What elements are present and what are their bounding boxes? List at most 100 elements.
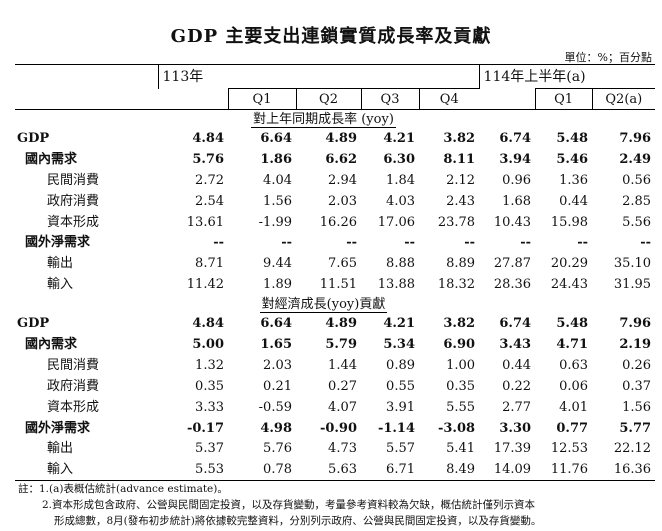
table-cell: 22.12 [613, 441, 652, 457]
table-cell: 1.56 [622, 399, 652, 415]
table-cell: 17.06 [377, 214, 415, 230]
table-row: 政府消費 2.54 1.56 2.03 4.03 2.43 1.68 0.44 2.85 [15, 191, 655, 212]
table-cell: 2.77 [502, 399, 532, 415]
table-cell: 5.79 [325, 336, 357, 352]
table-cell: 4.89 [325, 130, 357, 146]
footnote-2: 2.資本形成包含政府、公營與民間固定投資，以及存貨變動，考量參考資料較為欠缺，概… [42, 499, 536, 511]
table-cell: 7.65 [328, 256, 357, 272]
table-cell: 4.07 [328, 399, 357, 415]
table-row: 國外淨需求 -0.17 4.98 -0.90 -1.14 -3.08 3.30 0.77 5.7… [15, 418, 655, 439]
table-cell: 0.89 [386, 357, 415, 373]
quarter-header: Q4 [418, 88, 480, 110]
table-cell: 1.89 [263, 277, 292, 293]
gdp-table: 113年 114年上半年(a) Q1 Q2 Q3 Q4 Q1 Q2(a) 對上年… [15, 64, 656, 482]
table-cell: -- [520, 235, 532, 251]
table-cell: 6.64 [260, 130, 292, 146]
section-header-row: 對上年同期成長率 (yoy) [15, 110, 655, 129]
table-cell: 27.87 [493, 256, 532, 272]
table-row: 民間消費 1.32 2.03 1.44 0.89 1.00 0.44 0.63 0.26 [15, 355, 655, 376]
table-cell: -- [577, 235, 589, 251]
table-row: 輸入 11.42 1.89 11.51 13.88 18.32 28.36 24.43 31.9… [15, 274, 655, 295]
table-cell: 5.76 [192, 151, 224, 167]
table-cell: 13.88 [377, 277, 415, 293]
year-header-114: 114年上半年(a) [478, 64, 656, 89]
unit-label: 單位：%；百分點 [564, 51, 652, 64]
table-cell: 31.95 [613, 277, 652, 293]
quarter-header: Q2(a) [591, 88, 656, 110]
table-cell: -1.99 [258, 214, 292, 230]
table-cell: 4.98 [260, 420, 292, 436]
table-row: 資本形成 13.61 -1.99 16.26 17.06 23.78 10.43 15.98 5… [15, 212, 655, 233]
header-row-years: 113年 114年上半年(a) [15, 64, 656, 89]
table-cell: 2.54 [195, 193, 224, 209]
table-cell: 11.51 [319, 277, 357, 293]
table-cell: 1.44 [328, 357, 357, 373]
table-cell: 4.01 [559, 399, 589, 415]
table-row: 資本形成 3.33 -0.59 4.07 3.91 5.55 2.77 4.01 1.56 [15, 397, 655, 418]
row-label: 輸出 [47, 256, 74, 272]
table-cell: 6.74 [499, 316, 532, 332]
table-cell: 23.78 [437, 214, 476, 230]
table-cell: -0.59 [258, 399, 292, 415]
table-cell: 35.10 [613, 256, 652, 272]
year-header-113: 113年 [157, 64, 480, 89]
table-cell: 5.48 [556, 316, 589, 332]
row-label: 民間消費 [47, 357, 100, 373]
table-cell: 0.56 [622, 172, 652, 188]
table-cell: 5.56 [622, 214, 652, 230]
table-cell: 5.63 [296, 459, 361, 482]
table-cell: 9.44 [263, 256, 292, 272]
table-row: 輸入 5.53 0.78 5.63 6.71 8.49 14.09 11.76 16.36 [15, 459, 656, 482]
row-label: GDP [17, 130, 50, 146]
table-cell: -3.08 [437, 420, 476, 436]
table-cell: 1.65 [260, 336, 292, 352]
table-cell: 1.68 [502, 193, 532, 209]
table-cell: 1.36 [559, 172, 589, 188]
row-label: 輸入 [15, 459, 158, 482]
table-cell: 13.61 [186, 214, 224, 230]
table-cell: 6.90 [443, 336, 476, 352]
table-cell: -0.17 [186, 420, 224, 436]
table-cell: 18.32 [437, 277, 476, 293]
table-row: 國外淨需求 -- -- -- -- -- -- -- -- [15, 232, 655, 253]
table-cell: 3.91 [386, 399, 415, 415]
table-cell: 0.78 [228, 459, 296, 482]
table-cell: 0.77 [556, 420, 589, 436]
table-cell: 15.98 [550, 214, 589, 230]
table-cell: 5.34 [383, 336, 415, 352]
quarter-header: Q1 [534, 88, 593, 110]
table-cell: 0.35 [446, 378, 476, 394]
table-cell: 4.04 [263, 172, 292, 188]
table-cell: 1.56 [263, 193, 292, 209]
table-cell: 0.06 [559, 378, 589, 394]
table-cell: 1.84 [386, 172, 415, 188]
table-cell: -- [346, 235, 357, 251]
table-cell: 6.74 [499, 130, 532, 146]
table-cell: 3.43 [499, 336, 532, 352]
table-cell: 6.71 [361, 459, 419, 482]
table-cell: 2.49 [619, 151, 652, 167]
table-cell: 2.12 [446, 172, 476, 188]
table-cell: -- [213, 235, 224, 251]
section-header-row: 對經濟成長(yoy)貢獻 [15, 295, 655, 313]
table-cell: 3.94 [499, 151, 532, 167]
table-cell: 3.82 [443, 130, 476, 146]
row-label: 資本形成 [47, 214, 100, 230]
row-label: GDP [17, 316, 50, 332]
table-cell: 12.53 [550, 441, 589, 457]
table-row: 政府消費 0.35 0.21 0.27 0.55 0.35 0.22 0.06 0.37 [15, 376, 655, 397]
table-cell: 7.96 [619, 316, 652, 332]
table-cell: 16.26 [319, 214, 357, 230]
row-label: 資本形成 [47, 399, 100, 415]
table-cell: 2.03 [263, 357, 292, 373]
row-label: 國內需求 [25, 151, 78, 167]
table-cell: 5.57 [386, 441, 415, 457]
table-cell: 8.49 [419, 459, 480, 482]
table-cell: 0.96 [502, 172, 532, 188]
table-cell: 5.76 [263, 441, 292, 457]
row-label: 輸出 [47, 441, 74, 457]
row-label: 民間消費 [47, 172, 100, 188]
table-cell: 2.94 [328, 172, 357, 188]
table-cell: 1.00 [446, 357, 476, 373]
table-cell: 2.85 [622, 193, 652, 209]
